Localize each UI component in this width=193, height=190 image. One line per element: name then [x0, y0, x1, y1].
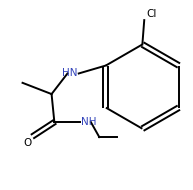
- Text: Cl: Cl: [146, 9, 157, 19]
- Text: HN: HN: [62, 68, 78, 78]
- Text: NH: NH: [81, 117, 96, 127]
- Text: O: O: [24, 138, 32, 148]
